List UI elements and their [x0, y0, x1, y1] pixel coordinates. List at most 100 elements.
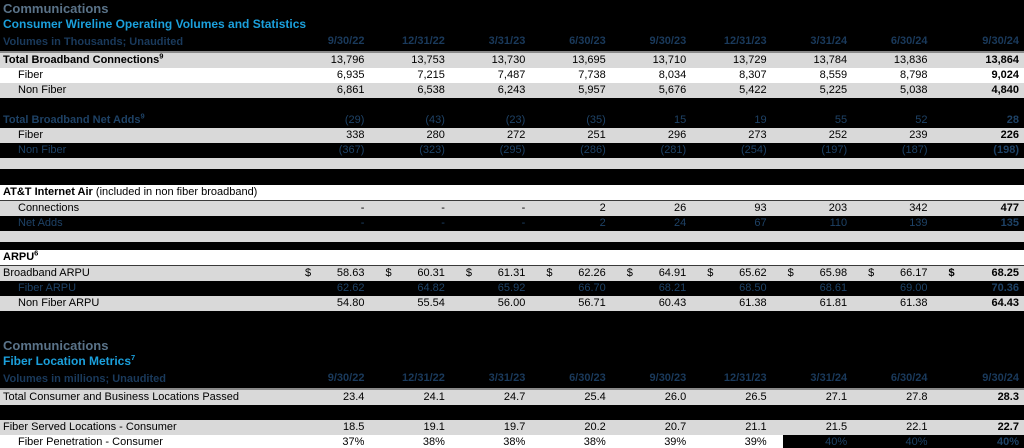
cell-value: - — [360, 202, 365, 214]
cell-value — [300, 250, 380, 265]
cell-value — [783, 250, 863, 265]
cell-value — [461, 250, 541, 265]
cell-value: 5,422 — [739, 84, 767, 96]
cell-value: $58.63 — [305, 267, 365, 279]
column-header: 9/30/23 — [649, 35, 687, 47]
cell-value: (29) — [344, 114, 365, 126]
column-header: 3/31/24 — [810, 35, 848, 47]
column-header: 12/31/23 — [723, 372, 767, 384]
cell-value: 342 — [909, 202, 928, 214]
cell-value: 24.7 — [503, 391, 526, 403]
table-row: Fiber 6,935 7,215 7,487 7,738 8,034 8,307 8,559… — [0, 68, 1024, 83]
dollar-sign: $ — [787, 267, 794, 279]
cell-value: 272 — [506, 129, 526, 141]
cell-value: 226 — [1000, 129, 1019, 141]
table-row: Total Consumer and Business Locations Pa… — [0, 388, 1024, 405]
column-header-row: Volumes in Thousands; Unaudited 9/30/22 1… — [0, 32, 1024, 51]
cell-value: 13,729 — [733, 54, 767, 66]
row-values: 62.62 64.82 65.92 66.70 68.21 68.50 68.61 69.00… — [300, 281, 1024, 296]
cell-value: 7,487 — [497, 69, 526, 81]
cell-value: 4,840 — [991, 84, 1019, 96]
table-row: Total Broadband Net Adds9 (29) (43) (23) (35… — [0, 113, 1024, 128]
cell-value — [863, 250, 943, 265]
cell-value: 21.5 — [825, 421, 848, 433]
section-subtitle-text: Fiber Location Metrics — [3, 354, 132, 368]
cell-value: (23) — [505, 114, 526, 126]
row-values: $58.63 $60.31 $61.31 $62.26 $64.91 $65.62 $65.… — [300, 266, 1024, 281]
spacer-row — [0, 98, 1024, 113]
cell-value — [380, 250, 460, 265]
table-row: Fiber Penetration - Consumer 37% 38% 38% 38%… — [0, 435, 1024, 448]
cell-value: 56.00 — [497, 297, 526, 309]
cell-value: (281) — [660, 144, 687, 156]
cell-value: 20.7 — [664, 421, 687, 433]
section-gap — [0, 311, 1024, 337]
cell-value: 60.43 — [658, 297, 687, 309]
table-row: Net Adds - - - 2 24 67 110 139 135 — [0, 216, 1024, 231]
cell-value: 8,034 — [658, 69, 687, 81]
cell-value: 56.71 — [578, 297, 606, 309]
cell-value: 338 — [346, 129, 365, 141]
cell-value — [300, 185, 380, 200]
cell-value: 203 — [828, 202, 848, 214]
cell-value — [783, 185, 863, 200]
cell-value: 40% — [782, 435, 864, 448]
cell-value — [380, 185, 460, 200]
column-header: 6/30/24 — [890, 35, 928, 47]
cell-value: 13,730 — [491, 54, 526, 66]
section-fiber-location: Communications Fiber Location Metrics7 V… — [0, 337, 1024, 448]
cell-value: $65.98 — [787, 267, 848, 279]
cell-value: 135 — [1000, 217, 1019, 229]
cell-value: 5,225 — [819, 84, 848, 96]
dollar-sign: $ — [305, 267, 312, 279]
cell-value: 69.00 — [900, 282, 928, 294]
column-header: 6/30/24 — [890, 372, 928, 384]
footnote-superscript: 7 — [131, 353, 136, 362]
column-header: 3/31/23 — [488, 372, 526, 384]
row-values — [300, 250, 1024, 265]
column-header: 3/31/24 — [810, 372, 848, 384]
row-label: Total Broadband Net Adds9 — [3, 113, 145, 126]
column-header: 9/30/24 — [982, 35, 1019, 47]
fiber-location-table: Total Consumer and Business Locations Pa… — [0, 388, 1024, 448]
row-values: 6,935 7,215 7,487 7,738 8,034 8,307 8,559 8,798… — [300, 68, 1024, 83]
dollar-sign: $ — [948, 267, 955, 279]
row-label: ARPU6 — [3, 250, 39, 263]
cell-value: 61.38 — [900, 297, 928, 309]
cell-value: 296 — [667, 129, 687, 141]
table-row: Connections - - - 2 26 93 203 342 477 — [0, 201, 1024, 216]
cell-value: 19.1 — [423, 421, 445, 433]
cell-value — [944, 250, 1024, 265]
spacer-row — [0, 405, 1024, 420]
cell-value: 13,695 — [572, 54, 606, 66]
cell-value: 38% — [583, 436, 606, 448]
row-values: - - - 2 26 93 203 342 477 — [300, 201, 1024, 216]
row-label: Fiber ARPU — [18, 282, 77, 294]
row-label: Net Adds — [18, 217, 63, 229]
cell-value: 39% — [744, 436, 767, 448]
row-values: 37% 38% 38% 38% 39% 39% 40% 40% 40% — [300, 435, 1024, 448]
cell-value: 5,957 — [578, 84, 606, 96]
cell-value: 252 — [828, 129, 848, 141]
row-values: 54.80 55.54 56.00 56.71 60.43 61.38 61.81 61.38… — [300, 296, 1024, 311]
cell-value: 26.5 — [745, 391, 767, 403]
cell-value: 22.1 — [906, 421, 928, 433]
section-title: Communications — [3, 338, 109, 353]
column-header: 12/31/22 — [402, 372, 445, 384]
cell-value: 110 — [829, 217, 848, 229]
section-title: Communications — [3, 1, 109, 16]
cell-value: 2 — [599, 202, 606, 214]
row-label: Non Fiber — [18, 84, 67, 96]
cell-value: 8,559 — [819, 69, 848, 81]
section-gap — [0, 242, 1024, 250]
cell-value: - — [441, 202, 445, 214]
column-headers: 9/30/22 12/31/22 3/31/23 6/30/23 9/30/23 12/3… — [300, 369, 1024, 388]
cell-value: 19 — [754, 114, 767, 126]
cell-value: (187) — [901, 144, 928, 156]
column-header: 12/31/22 — [402, 35, 445, 47]
cell-value: (286) — [580, 144, 606, 156]
cell-value: 28.3 — [997, 391, 1019, 403]
row-label: AT&T Internet Air (included in non fiber… — [3, 186, 258, 198]
dollar-sign: $ — [626, 267, 633, 279]
